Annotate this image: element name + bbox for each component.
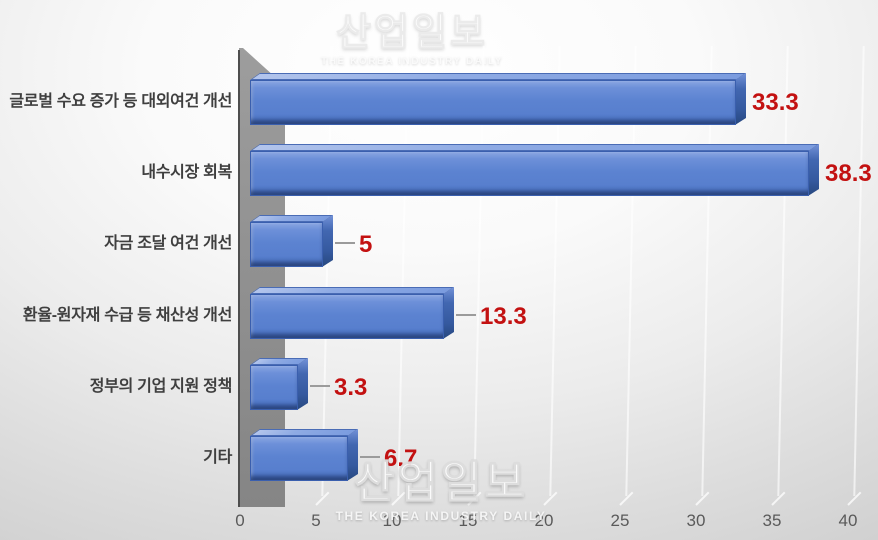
bar-front-face: [250, 294, 444, 339]
bar-side-face: [347, 429, 358, 481]
bar-top-face: [250, 144, 819, 151]
x-axis-tick-label: 5: [311, 511, 321, 530]
bar-top-face: [250, 215, 333, 222]
watermark-bottom: 산업일보 THE KOREA INDUSTRY DAILY: [330, 458, 552, 523]
category-label: 자금 조달 여건 개선: [104, 235, 232, 252]
bar-front-face: [250, 365, 298, 410]
value-label: 38.3: [825, 160, 872, 187]
x-axis-tick-label: 35: [762, 511, 782, 530]
bar-side-face: [297, 358, 308, 410]
bar-side-face: [443, 287, 454, 339]
x-axis-tick-label: 15: [458, 511, 478, 530]
category-label: 환율-원자재 수급 등 채산성 개선: [22, 307, 232, 324]
bar-side-face: [322, 215, 333, 267]
bar-front-face: [250, 436, 348, 481]
chart-axis-line: [238, 50, 240, 507]
bar-front-face: [250, 80, 736, 125]
bar-5: [250, 358, 310, 410]
x-axis-tick-label: 30: [686, 511, 706, 530]
value-callout-line: [456, 314, 476, 316]
value-callout-line: [310, 385, 330, 387]
watermark-subtitle: THE KOREA INDUSTRY DAILY: [335, 509, 547, 523]
bar-top-face: [250, 73, 746, 80]
category-label: 글로벌 수요 증가 등 대외여건 개선: [9, 93, 232, 110]
value-callout-line: [360, 456, 380, 458]
bar-1: [250, 73, 748, 125]
value-label: 33.3: [752, 89, 799, 116]
bar-6: [250, 429, 360, 481]
bar-4: [250, 287, 456, 339]
x-axis-tick-label: 25: [610, 511, 630, 530]
gridline: [853, 46, 865, 496]
bar-2: [250, 144, 821, 196]
value-label: 5: [359, 231, 373, 258]
bar-top-face: [250, 429, 358, 436]
bar-side-face: [735, 73, 746, 125]
value-callout-line: [335, 242, 355, 244]
category-label: 기타: [203, 449, 232, 466]
category-label: 내수시장 회복: [141, 164, 232, 181]
x-axis-tick-label: 0: [235, 511, 245, 530]
x-axis-tick-label: 10: [382, 511, 402, 530]
value-label: 6.7: [384, 445, 418, 472]
value-label: 13.3: [480, 303, 527, 330]
bar-front-face: [250, 222, 323, 267]
watermark-title: 산업일보: [354, 458, 528, 507]
x-axis-tick-label: 20: [534, 511, 554, 530]
bar-side-face: [808, 144, 819, 196]
bar-3: [250, 215, 335, 267]
bar-front-face: [250, 151, 809, 196]
x-axis-tick-label: 40: [838, 511, 858, 530]
value-label: 3.3: [334, 374, 368, 401]
category-label: 정부의 기업 지원 정책: [89, 378, 233, 395]
bar-top-face: [250, 287, 454, 294]
